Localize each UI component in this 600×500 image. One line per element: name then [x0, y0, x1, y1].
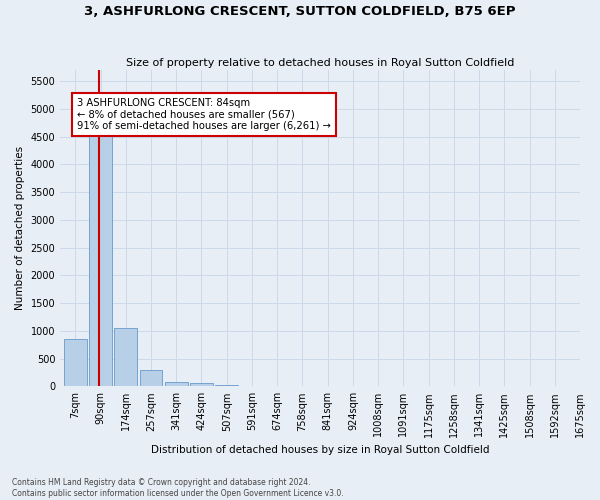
Bar — [89, 131, 112, 386]
Text: 3, ASHFURLONG CRESCENT, SUTTON COLDFIELD, B75 6EP: 3, ASHFURLONG CRESCENT, SUTTON COLDFIELD… — [84, 5, 516, 18]
Bar — [215, 385, 238, 386]
Title: Size of property relative to detached houses in Royal Sutton Coldfield: Size of property relative to detached ho… — [126, 58, 514, 68]
Bar — [190, 384, 213, 386]
Text: Contains HM Land Registry data © Crown copyright and database right 2024.
Contai: Contains HM Land Registry data © Crown c… — [12, 478, 344, 498]
Y-axis label: Number of detached properties: Number of detached properties — [15, 146, 25, 310]
Bar — [140, 370, 163, 386]
Bar — [165, 382, 188, 386]
Bar — [115, 328, 137, 386]
Text: 3 ASHFURLONG CRESCENT: 84sqm
← 8% of detached houses are smaller (567)
91% of se: 3 ASHFURLONG CRESCENT: 84sqm ← 8% of det… — [77, 98, 331, 131]
Bar — [64, 339, 86, 386]
X-axis label: Distribution of detached houses by size in Royal Sutton Coldfield: Distribution of detached houses by size … — [151, 445, 490, 455]
